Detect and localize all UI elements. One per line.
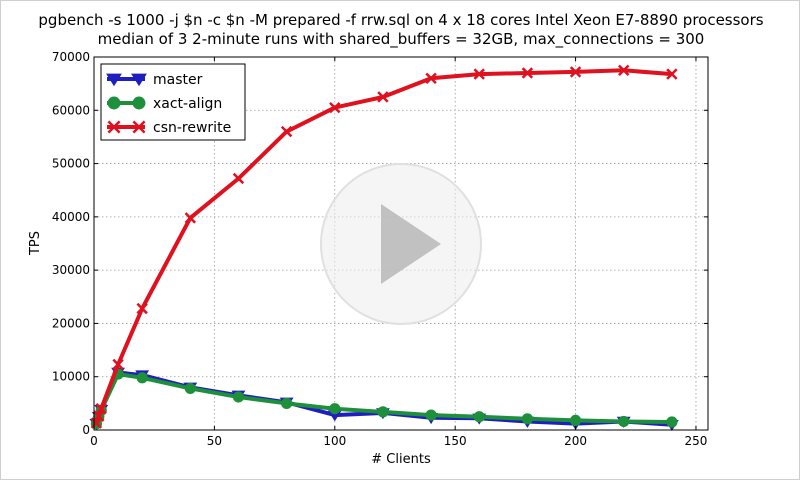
data-point-csn-rewrite-stroke [136, 302, 148, 315]
data-point-csn-rewrite-stroke [280, 125, 293, 138]
legend-item-xact-align: xact-align [107, 96, 222, 112]
play-icon [381, 204, 441, 284]
series-layer [89, 64, 679, 432]
x-tick-label: 100 [323, 434, 346, 448]
axis-ticks: 0 50 100 150 200 250 0 10000 20000 30000 40000 5000… [52, 50, 708, 448]
legend-marker [107, 96, 121, 110]
x-axis-label: # Clients [371, 452, 431, 467]
y-tick-label: 20000 [52, 316, 90, 330]
data-point-xact-align [618, 415, 630, 428]
x-tick-label: 250 [685, 434, 708, 448]
data-point-xact-align [473, 411, 485, 423]
data-point-csn-rewrite [136, 302, 148, 315]
legend-marker [106, 73, 122, 87]
legend-item-csn-rewrite: csn-rewrite [107, 120, 231, 136]
data-point-xact-align [232, 391, 245, 403]
legend-marker [132, 120, 146, 134]
data-point-xact-align [377, 406, 389, 418]
data-point-csn-rewrite [666, 68, 678, 80]
legend-item-master: master [106, 72, 203, 88]
chart-subtitle: median of 3 2-minute runs with shared_bu… [98, 30, 705, 49]
data-point-xact-align [569, 414, 582, 427]
data-point-csn-rewrite-stroke [425, 72, 437, 84]
x-tick-label: 150 [444, 434, 467, 448]
data-point-csn-rewrite-stroke [112, 358, 124, 371]
y-tick-label: 0 [82, 423, 90, 437]
data-point-xact-align [329, 403, 341, 415]
legend-label: master [153, 72, 203, 88]
data-point-csn-rewrite-stroke [618, 64, 630, 77]
data-point-csn-rewrite-stroke [232, 172, 245, 185]
series-xact-align [90, 368, 678, 430]
data-point-csn-rewrite-stroke [521, 67, 534, 79]
data-point-csn-rewrite-stroke [93, 410, 105, 422]
legend-marker [131, 73, 147, 87]
data-point-csn-rewrite [93, 410, 105, 422]
data-point-csn-rewrite [95, 403, 107, 415]
data-point-csn-rewrite [618, 64, 630, 77]
legend-marker [132, 96, 146, 110]
legend-marker-stroke [107, 120, 121, 134]
play-button[interactable] [320, 163, 482, 325]
data-point-csn-rewrite [232, 172, 245, 185]
y-tick-label: 10000 [52, 370, 90, 384]
series-csn-rewrite [90, 64, 678, 429]
data-point-csn-rewrite-stroke [90, 417, 103, 429]
data-point-csn-rewrite [569, 66, 582, 78]
series-line-csn-rewrite [94, 68, 673, 424]
y-tick-label: 60000 [52, 103, 90, 117]
legend-label: xact-align [153, 96, 222, 112]
data-point-csn-rewrite [329, 101, 341, 114]
data-point-csn-rewrite [280, 125, 293, 138]
data-point-xact-align [136, 372, 148, 384]
data-point-csn-rewrite [473, 68, 485, 80]
y-tick-label: 30000 [52, 263, 90, 277]
legend: master xact-align csn-rewrite [100, 63, 246, 141]
data-point-csn-rewrite-stroke [377, 91, 389, 103]
legend-label: csn-rewrite [153, 120, 231, 136]
data-point-csn-rewrite-stroke [473, 68, 485, 80]
data-point-xact-align [666, 416, 678, 428]
data-point-csn-rewrite-stroke [569, 66, 582, 78]
data-point-csn-rewrite-stroke [329, 101, 341, 114]
data-point-csn-rewrite [521, 67, 534, 79]
data-point-xact-align [184, 382, 196, 395]
chart-title: pgbench -s 1000 -j $n -c $n -M prepared … [38, 11, 763, 29]
x-tick-label: 0 [90, 434, 98, 448]
data-point-csn-rewrite [377, 91, 389, 103]
legend-marker [107, 120, 121, 134]
plot-area [93, 56, 709, 431]
data-point-csn-rewrite [90, 417, 103, 429]
data-point-csn-rewrite-stroke [666, 68, 678, 80]
data-point-csn-rewrite [184, 212, 196, 224]
y-tick-label: 70000 [52, 50, 90, 64]
legend-marker-stroke [132, 120, 146, 134]
data-point-xact-align [281, 397, 293, 409]
data-point-csn-rewrite [425, 72, 437, 84]
data-point-csn-rewrite-stroke [95, 403, 107, 415]
data-point-csn-rewrite-stroke [184, 212, 196, 224]
data-point-csn-rewrite [112, 358, 124, 371]
data-point-xact-align [521, 413, 534, 425]
y-axis-label: TPS [28, 231, 43, 256]
data-point-xact-align [425, 409, 437, 421]
y-tick-label: 50000 [52, 157, 90, 171]
x-tick-label: 200 [564, 434, 587, 448]
y-tick-label: 40000 [52, 210, 90, 224]
x-tick-label: 50 [207, 434, 222, 448]
